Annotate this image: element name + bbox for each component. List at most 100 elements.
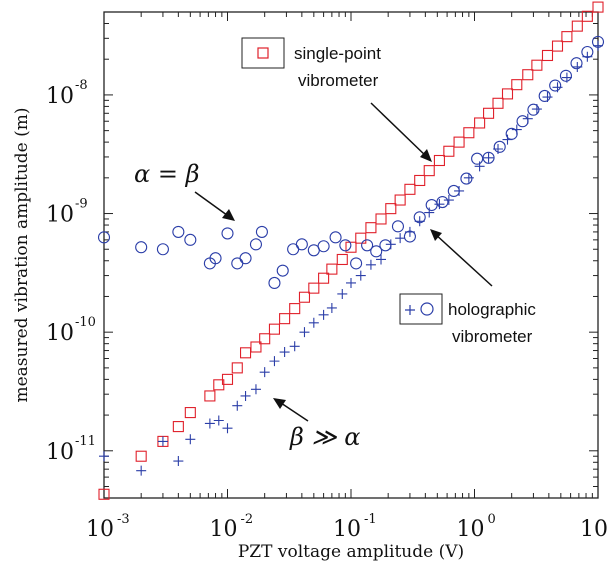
holographic-cross-marker xyxy=(424,207,435,218)
holographic-cross-marker xyxy=(308,317,319,328)
holographic-circle-marker xyxy=(329,231,342,244)
legend-arrow-holographic xyxy=(430,229,493,287)
single-point-marker xyxy=(135,450,147,462)
legend-holographic: holographic vibrometer xyxy=(399,293,536,346)
holographic-cross-marker xyxy=(318,309,329,320)
single-point-marker xyxy=(463,127,475,139)
holographic-circle-marker xyxy=(317,240,330,253)
legend-holographic-line1: holographic xyxy=(448,300,536,319)
single-point-marker xyxy=(172,421,184,433)
y-tick-label: 10 xyxy=(46,321,74,346)
holographic-cross-marker xyxy=(240,390,251,401)
holographic-circle-marker xyxy=(527,103,540,116)
holographic-circle-marker xyxy=(549,79,562,92)
holographic-circle-marker xyxy=(276,264,289,277)
y-tick-label: 10 xyxy=(46,203,74,228)
holographic-circle-marker xyxy=(209,252,222,265)
holographic-cross-marker xyxy=(385,239,396,250)
annotation-alpha-beta: α = β xyxy=(134,160,235,221)
single-point-marker xyxy=(592,1,604,13)
single-point-marker xyxy=(98,488,110,500)
annotation-beta-much-greater-alpha: β ≫ α xyxy=(289,423,360,451)
holographic-cross-marker xyxy=(522,113,533,124)
legend-single-point-line2: vibrometer xyxy=(298,71,379,90)
single-point-marker xyxy=(221,373,234,385)
holographic-cross-marker xyxy=(157,436,168,447)
holographic-circle-marker xyxy=(493,140,506,153)
single-point-marker xyxy=(326,263,338,275)
single-point-marker xyxy=(345,241,357,253)
x-tick-label: 10 xyxy=(580,517,608,542)
single-point-marker xyxy=(531,59,543,71)
holographic-cross-marker xyxy=(502,134,513,145)
holographic-cross-marker xyxy=(213,415,224,426)
single-point-marker xyxy=(433,154,445,167)
legend-arrowhead xyxy=(420,149,432,162)
single-point-marker xyxy=(298,291,311,303)
legend-arrow-line xyxy=(370,102,429,159)
holographic-cross-marker xyxy=(269,356,280,367)
holographic-cross-marker xyxy=(222,423,233,434)
single-point-marker xyxy=(423,165,435,177)
x-tick-label: 10 xyxy=(457,517,485,542)
holographic-cross-marker xyxy=(326,302,337,313)
holographic-cross-marker xyxy=(136,465,147,476)
holographic-circle-marker xyxy=(172,225,185,238)
holographic-cross-marker xyxy=(173,456,184,467)
single-point-marker xyxy=(250,341,262,353)
single-point-marker xyxy=(239,347,252,359)
annotation-beta-alpha: β ≫ α xyxy=(273,398,360,451)
holographic-cross-marker xyxy=(232,400,243,411)
holographic-cross-marker xyxy=(365,259,376,270)
legend-marker-square xyxy=(241,37,285,69)
legend-arrow-line-2 xyxy=(433,232,493,287)
holographic-circle-marker xyxy=(339,239,352,252)
holographic-circle-marker xyxy=(268,276,281,289)
single-point-marker xyxy=(511,79,523,91)
y-tick-exponent: -11 xyxy=(75,434,96,449)
holographic-cross-marker xyxy=(346,277,356,288)
holographic-circle-marker xyxy=(350,257,363,270)
data-points xyxy=(97,1,605,500)
single-point-marker xyxy=(501,88,514,100)
holographic-circle-marker xyxy=(559,69,572,82)
x-tick-exponent: -2 xyxy=(241,512,254,527)
holographic-cross-marker xyxy=(185,434,196,445)
single-point-marker xyxy=(522,69,534,81)
holographic-cross-marker xyxy=(483,152,494,163)
single-point-marker xyxy=(404,183,416,195)
holographic-circle-marker xyxy=(255,225,268,238)
holographic-cross-marker xyxy=(511,124,522,135)
y-tick-exponent: -8 xyxy=(75,78,88,93)
holographic-cross-marker xyxy=(463,172,474,183)
single-point-marker xyxy=(184,407,196,419)
holographic-cross-marker xyxy=(279,347,290,358)
holographic-circle-marker xyxy=(156,243,169,256)
holographic-circle-marker xyxy=(471,152,484,165)
single-point-marker xyxy=(492,97,504,109)
holographic-cross-marker xyxy=(572,61,583,72)
single-point-marker xyxy=(355,232,367,244)
legend-arrowhead-2 xyxy=(430,229,442,241)
single-point-marker xyxy=(453,136,465,148)
single-point-marker xyxy=(474,117,486,129)
holographic-circle-marker xyxy=(570,57,583,70)
x-tick-exponent: -3 xyxy=(117,512,130,527)
holographic-circle-marker xyxy=(482,151,495,164)
holographic-circle-marker xyxy=(135,241,148,254)
single-point-marker xyxy=(231,362,243,374)
single-point-marker xyxy=(375,213,387,225)
annotation-alpha-equals-beta: α = β xyxy=(134,160,199,188)
x-tick-exponent: 0 xyxy=(488,512,496,527)
single-point-marker xyxy=(289,303,301,315)
x-axis-label: PZT voltage amplitude (V) xyxy=(238,542,464,562)
holographic-cross-marker xyxy=(531,104,542,115)
holographic-cross-marker xyxy=(434,199,445,210)
x-tick-label: 10 xyxy=(210,517,238,542)
holographic-cross-marker xyxy=(582,51,593,62)
holographic-circle-marker xyxy=(221,227,234,240)
y-tick-label: 10 xyxy=(46,84,74,109)
